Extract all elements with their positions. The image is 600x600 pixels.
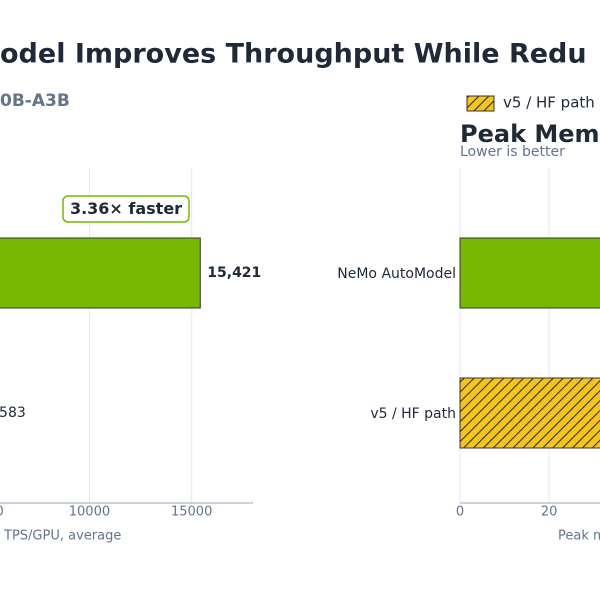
- x-tick-label: 10000: [69, 505, 110, 520]
- page-title: odel Improves Throughput While Redu: [0, 39, 587, 70]
- chart-subtitle: Lower is better: [460, 144, 565, 160]
- category-label: NeMo AutoModel: [337, 266, 456, 282]
- page-subtitle: 0B-A3B: [0, 91, 70, 111]
- legend-label: v5 / HF path: [503, 94, 595, 112]
- value-label: 4,583: [0, 405, 26, 421]
- value-label: 15,421: [207, 265, 261, 281]
- bar: [459, 377, 600, 449]
- category-label: v5 / HF path: [370, 406, 456, 422]
- x-tick-label: 0: [456, 505, 464, 520]
- annotation: 3.36× faster: [70, 199, 182, 218]
- x-axis-label: TPS/GPU, average: [3, 529, 121, 544]
- legend-swatch: [466, 95, 495, 112]
- annotation-box: [62, 195, 190, 223]
- x-tick-label: 5000: [0, 505, 4, 520]
- x-tick-label: 20: [541, 505, 558, 520]
- x-axis-label: Peak m: [558, 529, 600, 544]
- bar: [0, 237, 201, 309]
- bar: [459, 237, 600, 309]
- x-tick-label: 15000: [171, 505, 212, 520]
- chart-title: Peak Mem: [460, 120, 600, 148]
